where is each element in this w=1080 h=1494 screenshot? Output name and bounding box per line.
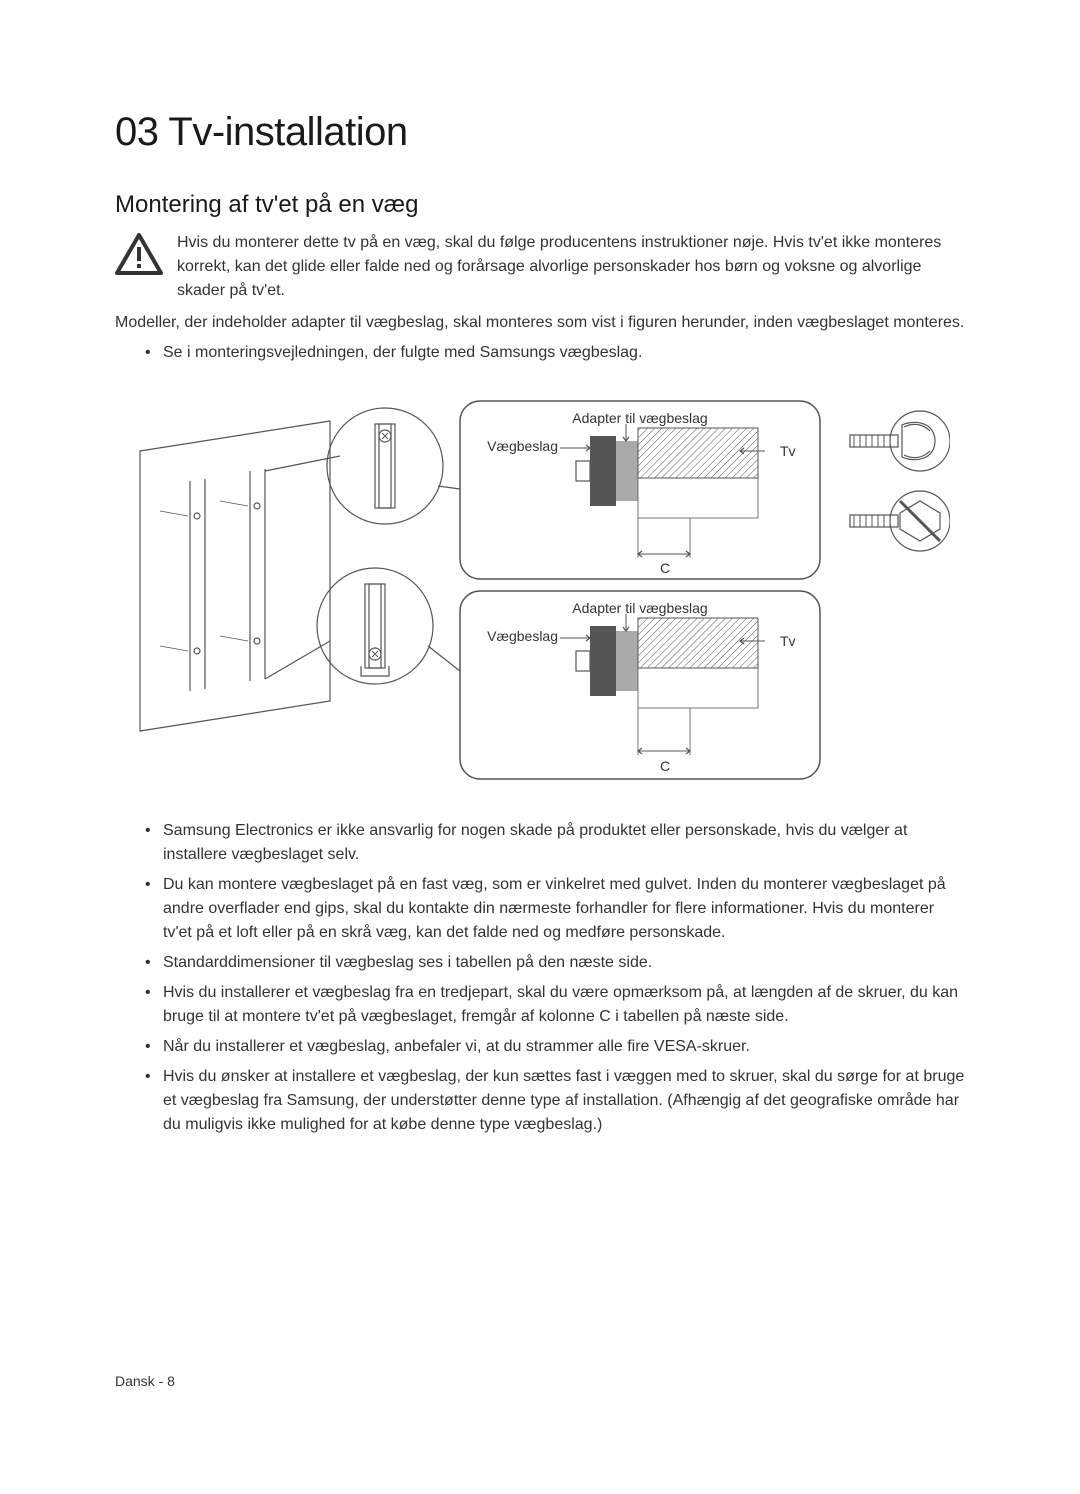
list-item: Standarddimensioner til vægbeslag ses i … xyxy=(145,951,965,975)
label-bracket-lower: Vægbeslag xyxy=(487,628,558,644)
warning-triangle-icon xyxy=(115,233,163,275)
detail-box-lower: Adapter til vægbeslag Vægbeslag Tv C xyxy=(428,591,820,779)
label-bracket-upper: Vægbeslag xyxy=(487,438,558,454)
detail-box-upper: Adapter til vægbeslag Vægbeslag Tv C xyxy=(438,401,820,579)
label-c-lower: C xyxy=(660,758,670,774)
label-c-upper: C xyxy=(660,560,670,576)
intro-bullet-list: Se i monteringsvejledningen, der fulgte … xyxy=(115,341,965,365)
post-bullet-list: Samsung Electronics er ikke ansvarlig fo… xyxy=(115,819,965,1137)
callout-lower-icon xyxy=(265,568,433,684)
label-adapter-upper: Adapter til vægbeslag xyxy=(572,410,707,426)
page-footer: Dansk - 8 xyxy=(115,1373,175,1389)
page-heading: 03 Tv-installation xyxy=(115,110,965,155)
warning-text: Hvis du monterer dette tv på en væg, ska… xyxy=(177,231,965,303)
warning-block: Hvis du monterer dette tv på en væg, ska… xyxy=(115,231,965,303)
section-heading: Montering af tv'et på en væg xyxy=(115,191,965,219)
list-item: Hvis du ønsker at installere et vægbesla… xyxy=(145,1065,965,1137)
intro-paragraph: Modeller, der indeholder adapter til væg… xyxy=(115,311,965,335)
list-item: Når du installerer et vægbeslag, anbefal… xyxy=(145,1035,965,1059)
label-tv-lower: Tv xyxy=(780,633,796,649)
tv-back-panel-icon xyxy=(140,421,330,731)
list-item: Du kan montere vægbeslaget på en fast væ… xyxy=(145,873,965,945)
installation-figure: Adapter til vægbeslag Vægbeslag Tv C xyxy=(130,391,950,791)
list-item: Se i monteringsvejledningen, der fulgte … xyxy=(145,341,965,365)
page: 03 Tv-installation Montering af tv'et på… xyxy=(0,0,1080,1137)
list-item: Hvis du installerer et vægbeslag fra en … xyxy=(145,981,965,1029)
bolt-forbidden-icon xyxy=(850,491,950,551)
list-item: Samsung Electronics er ikke ansvarlig fo… xyxy=(145,819,965,867)
bolt-allowed-icon xyxy=(850,411,950,471)
label-tv-upper: Tv xyxy=(780,443,796,459)
label-adapter-lower: Adapter til vægbeslag xyxy=(572,600,707,616)
callout-upper-icon xyxy=(265,408,443,524)
